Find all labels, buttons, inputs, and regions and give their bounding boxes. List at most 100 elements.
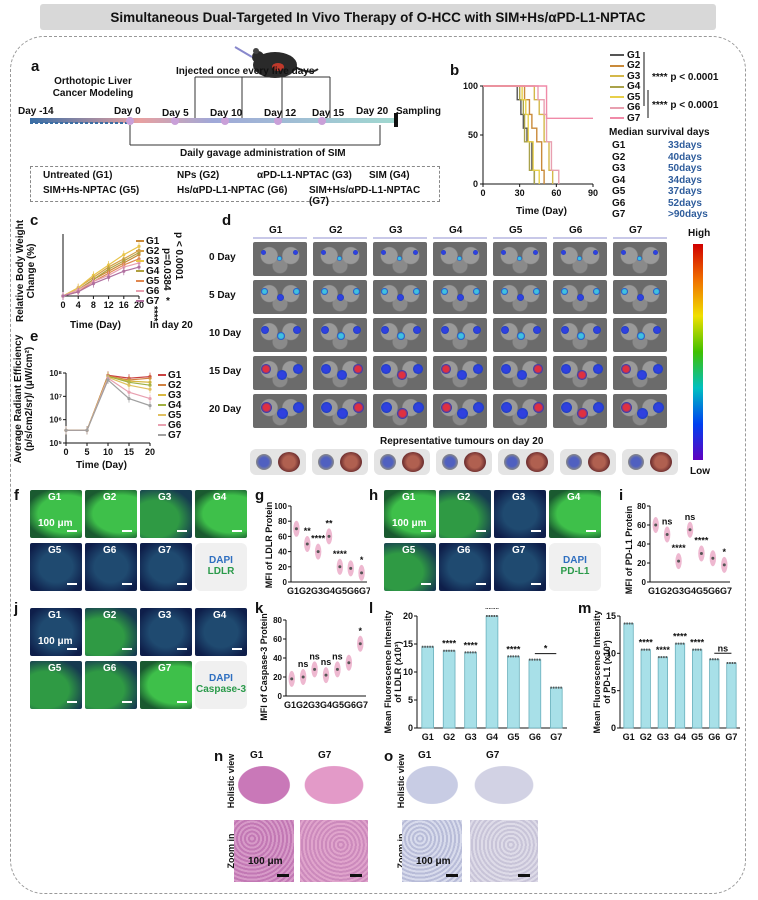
radiance-point — [148, 396, 152, 401]
scale-bar — [67, 648, 77, 650]
ivis-signal — [413, 250, 418, 255]
ivis-image — [613, 394, 667, 428]
radiance-xlabel: Time (Day) — [76, 460, 127, 471]
survival-xlabel: Time (Day) — [516, 206, 567, 217]
pdl1-bar-ytick-label: 5 — [611, 686, 616, 696]
scale-bar — [177, 583, 187, 585]
ivis-signal — [561, 402, 573, 414]
modeling-label: Orthotopic Liver Cancer Modeling — [52, 76, 134, 99]
caspase-mfi-significance: ns — [309, 651, 320, 661]
ivis-signal — [501, 364, 511, 374]
mouse-icon — [234, 46, 319, 78]
bodyweight-p1: p=0.0384 — [161, 248, 172, 291]
scale-label: 100 μm — [38, 518, 73, 529]
ivis-image — [373, 356, 427, 390]
ivis-signal — [381, 288, 388, 295]
median-title: Median survival days — [609, 127, 710, 138]
pdl1-bar-bar — [640, 649, 651, 729]
group-g1: Untreated (G1) — [43, 170, 113, 181]
tumour-specimen — [402, 452, 424, 472]
radiance-legend-item: G5 — [158, 410, 181, 421]
ldlr-mfi-point — [294, 527, 298, 531]
ivis-image — [553, 280, 607, 314]
pdl1-bar-xtick-label: G2 — [640, 732, 652, 742]
tumour-specimen — [650, 452, 672, 472]
bodyweight-p2: p < 0.0001 — [173, 232, 184, 281]
survival-brackets — [643, 52, 649, 118]
bodyweight-ylabel: Relative Body Weight Change (%) — [15, 219, 37, 323]
ihc-scale-bar-1 — [446, 874, 458, 877]
caspase-fluorescence-grid: G1 100 μm G2 G3 G4 G5 G6 G7 DAPI Caspase-3 — [30, 606, 248, 716]
median-row: G4 34days — [612, 175, 724, 187]
ivis-signal — [561, 364, 571, 374]
median-value: >90days — [668, 209, 708, 220]
pdl1-mfi-point — [722, 563, 726, 567]
pdl1-mfi-point — [654, 523, 658, 527]
colorbar — [693, 244, 703, 460]
median-group: G3 — [612, 163, 626, 174]
bodyweight-point — [107, 263, 111, 267]
ivis-signal — [441, 250, 446, 255]
legend-label: G7 — [146, 295, 160, 307]
day-label-2: Day 0 — [114, 106, 141, 117]
median-row: G3 50days — [612, 163, 724, 175]
bodyweight-chart: 0 4 8 12 16 20 — [60, 234, 144, 310]
ldlr-bar-significance: * — [544, 644, 548, 654]
legend-swatch — [158, 394, 166, 396]
ivis-col-bar — [313, 237, 367, 239]
ivis-signal — [637, 370, 647, 380]
legend-label: G6 — [168, 419, 182, 431]
radiance-legend-item: G1 — [158, 370, 181, 381]
panel-g-label: g — [255, 487, 265, 504]
pdl1-bar-significance: **** — [656, 645, 671, 655]
ivis-image — [313, 318, 367, 352]
scale-label: 100 μm — [392, 518, 427, 529]
stain-legend-marker: Caspase-3 — [195, 684, 247, 695]
ldlr-bar-significance: **** — [442, 639, 457, 649]
he-g1-zoom — [234, 820, 294, 882]
ivis-signal — [501, 288, 508, 295]
survival-xtick-label: 60 — [551, 188, 561, 198]
legend-swatch — [136, 240, 144, 242]
panel-l-label: l — [369, 600, 374, 617]
ivis-image — [613, 356, 667, 390]
ldlr-bar-xtick-label: G4 — [486, 732, 498, 742]
bodyweight-point — [122, 253, 126, 257]
pdl1-bar-xtick-label: G7 — [725, 732, 737, 742]
ivis-image — [553, 318, 607, 352]
ldlr-bar-ytick-label: 15 — [403, 639, 413, 649]
survival-legend-item: G6 — [610, 102, 640, 113]
survival-line-g5 — [483, 85, 540, 184]
ivis-signal — [413, 326, 422, 335]
ivis-image — [493, 242, 547, 276]
legend-swatch — [158, 414, 166, 416]
ldlr-mfi-ytick-label: 80 — [278, 517, 287, 526]
survival-chart: 0 50 100 0 30 60 90 — [463, 81, 598, 198]
median-group: G5 — [612, 186, 626, 197]
ivis-signal — [533, 326, 542, 335]
fluorescence-image: G3 — [494, 490, 546, 538]
ivis-image — [313, 242, 367, 276]
group-g2: NPs (G2) — [177, 170, 220, 181]
panel-d-label: d — [222, 212, 232, 229]
fluorescence-group-label: G1 — [402, 492, 416, 503]
scale-bar — [177, 648, 187, 650]
fluorescence-image: G2 — [439, 490, 491, 538]
survival-ytick-label: 50 — [468, 130, 478, 140]
panel-o-label: o — [384, 748, 394, 765]
ldlr-bar-bar — [464, 652, 477, 729]
pdl1-bar-significance: **** — [639, 638, 654, 648]
radiance-point — [148, 387, 152, 391]
fluorescence-image: G1 100 μm — [30, 608, 82, 656]
ivis-signal — [621, 402, 633, 414]
fluorescence-group-label: G5 — [48, 663, 62, 674]
tumour-photo — [622, 449, 678, 475]
bodyweight-legend-item: G7 — [136, 295, 160, 307]
radiance-xtick-label: 20 — [145, 447, 155, 457]
ivis-image — [433, 356, 487, 390]
ivis-signal — [561, 326, 570, 335]
fluorescence-image: G7 — [140, 543, 192, 591]
legend-swatch — [136, 280, 144, 282]
caspase-mfi-ytick-label: 20 — [273, 673, 282, 682]
legend-label: G2 — [168, 379, 182, 391]
